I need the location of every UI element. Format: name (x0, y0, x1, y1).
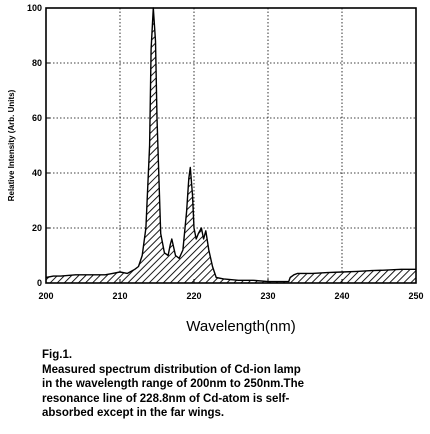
spectrum-line (45, 7, 416, 283)
caption-line: absorbed except in the far wings. (42, 407, 225, 419)
figure-caption: Fig.1. Measured spectrum distribution of… (42, 348, 422, 421)
y-tick-label: 80 (32, 58, 42, 68)
y-tick-label: 0 (37, 278, 42, 288)
caption-line: in the wavelength range of 200nm to 250n… (42, 378, 305, 390)
caption-title: Fig.1. (42, 349, 73, 361)
x-tick-label: 220 (186, 291, 201, 301)
spectrum-chart: 0 20 40 60 80 100 200 210 220 230 240 250 Relative… (7, 3, 424, 335)
x-tick-label: 240 (334, 291, 349, 301)
caption-line: Measured spectrum distribution of Cd-ion… (42, 363, 301, 376)
x-tick-label: 200 (38, 291, 53, 301)
y-axis-label: Relative Intensity (Arb. Units) (7, 89, 16, 201)
spectrum-area (45, 7, 416, 283)
grid-lines (46, 8, 416, 283)
caption-line: resonance line of 228.8nm of Cd-atom is … (42, 392, 290, 405)
x-tick-label: 210 (112, 291, 127, 301)
y-tick-label: 40 (32, 168, 42, 178)
x-tick-label: 230 (260, 291, 275, 301)
x-axis-label: Wavelength(nm) (186, 318, 295, 335)
plot-frame (45, 7, 417, 284)
y-tick-label: 100 (27, 3, 42, 13)
y-tick-label: 20 (32, 223, 42, 233)
x-axis-ticks: 200 210 220 230 240 250 (38, 279, 424, 301)
y-axis-ticks: 0 20 40 60 80 100 (27, 3, 50, 288)
spectrum-fill (46, 8, 416, 283)
x-tick-label: 250 (408, 291, 423, 301)
y-tick-label: 60 (32, 113, 42, 123)
